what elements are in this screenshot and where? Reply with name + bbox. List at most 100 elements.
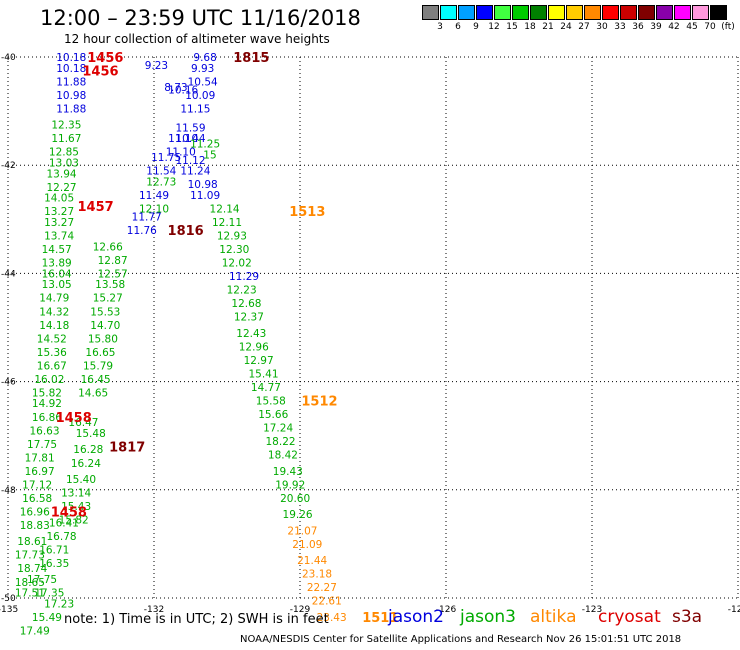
color-scale-swatch (440, 5, 457, 20)
wave-height-label: 16.63 (29, 425, 59, 437)
color-scale-label: 18 (524, 22, 536, 32)
wave-height-label: 19.43 (273, 466, 303, 478)
wave-height-label: 16.04 (42, 268, 72, 280)
time-label: 1815 (233, 51, 269, 66)
wave-height-label: 17.75 (27, 574, 57, 586)
wave-height-label: 17.12 (22, 479, 52, 491)
wave-height-label: 14.57 (42, 244, 72, 256)
color-scale-swatch (620, 5, 637, 20)
wave-height-label: 12.10 (139, 203, 169, 215)
wave-height-label: 17.81 (25, 452, 55, 464)
wave-height-label: 14.79 (39, 293, 69, 305)
wave-height-label: 12.14 (210, 203, 240, 215)
wave-height-label: 11.25 (190, 139, 220, 151)
wave-height-label: 12.66 (93, 241, 123, 253)
chart-subtitle: 12 hour collection of altimeter wave hei… (64, 32, 330, 46)
color-scale-swatch (656, 5, 673, 20)
wave-height-label: 16.28 (73, 444, 103, 456)
wave-height-label: 11.10 (168, 133, 198, 145)
wave-height-label: 21.09 (292, 539, 322, 551)
wave-height-label: 15.49 (32, 612, 62, 624)
wave-height-label: 18.65 (15, 577, 45, 589)
wave-height-label: 16.65 (85, 347, 115, 359)
mission-legend-s3a: s3a (672, 607, 703, 627)
wave-height-label: 16.02 (34, 374, 64, 386)
color-scale-label: 30 (596, 22, 608, 32)
x-tick-label: -126 (436, 605, 457, 615)
color-scale-label: 9 (473, 22, 479, 32)
wave-height-label: 12.43 (236, 328, 266, 340)
wave-height-label: 11.88 (56, 103, 86, 115)
mission-legend-altika: altika (530, 607, 577, 627)
wave-height-label: 12.02 (222, 258, 252, 270)
color-scale-swatch (674, 5, 691, 20)
color-scale-label: 27 (578, 22, 590, 32)
wave-height-label: 10.44 (175, 133, 205, 145)
wave-height-label: 12.30 (219, 244, 249, 256)
wave-height-label: 15.80 (88, 333, 118, 345)
wave-height-label: 12.68 (231, 298, 261, 310)
wave-height-label: 9.23 (145, 60, 168, 72)
wave-height-label: 11.29 (229, 271, 259, 283)
wave-height-label: 23.43 (317, 612, 347, 624)
wave-height-label: 11.88 (56, 76, 86, 88)
wave-height-label: 14.32 (39, 306, 69, 318)
wave-height-label: 14.05 (44, 193, 74, 205)
color-scale-label: 24 (560, 22, 572, 32)
wave-height-label: 10.54 (188, 76, 218, 88)
wave-height-label: 12.97 (244, 355, 274, 367)
wave-height-label: 16.47 (68, 417, 98, 429)
y-tick-label: -44 (1, 269, 16, 279)
wave-height-label: 12.27 (47, 182, 77, 194)
wave-height-label: 16.45 (81, 374, 111, 386)
footnote: note: 1) Time is in UTC; 2) SWH is in fe… (64, 612, 329, 627)
color-scale-label: 21 (542, 22, 554, 32)
wave-height-label: 10.09 (185, 90, 215, 102)
color-scale-swatch (458, 5, 475, 20)
wave-height-label: 16.96 (20, 506, 50, 518)
color-scale-label: 45 (686, 22, 698, 32)
wave-height-label: 11.24 (180, 166, 210, 178)
wave-height-label: 16.78 (47, 531, 77, 543)
wave-height-label: 12.23 (227, 285, 257, 297)
y-tick-label: -40 (1, 53, 16, 63)
wave-height-label: 12.35 (51, 120, 81, 132)
wave-height-label: 21.07 (287, 525, 317, 537)
time-label: 1817 (109, 441, 145, 456)
wave-height-label: 15.27 (93, 293, 123, 305)
y-tick-label: -46 (1, 378, 16, 388)
wave-height-label: 14.18 (39, 320, 69, 332)
wave-height-label: 11.67 (51, 133, 81, 145)
wave-height-label: 12.57 (98, 268, 128, 280)
wave-height-label: 14.65 (78, 387, 108, 399)
color-scale-swatch (602, 5, 619, 20)
time-label: 1816 (168, 224, 204, 239)
wave-height-label: 18.61 (17, 536, 47, 548)
wave-height-label: 15.43 (61, 501, 91, 513)
wave-height-label: 9.68 (193, 52, 216, 64)
color-scale-swatch (566, 5, 583, 20)
wave-height-label: 22.61 (312, 596, 342, 608)
wave-height-label: 23.18 (302, 569, 332, 581)
wave-height-label: 10.16 (168, 84, 198, 96)
x-tick-label: -123 (582, 605, 602, 615)
wave-height-label: 17.23 (44, 598, 74, 610)
color-scale-label: 42 (668, 22, 680, 32)
color-scale-swatch (584, 5, 601, 20)
wave-height-label: 16.35 (39, 558, 69, 570)
wave-height-label: 19.26 (283, 509, 313, 521)
color-scale-swatch (692, 5, 709, 20)
wave-height-label: 21.44 (297, 555, 327, 567)
wave-height-label: 19.92 (275, 479, 305, 491)
wave-height-label: 16.97 (25, 466, 55, 478)
mission-legend-jason3: jason3 (460, 607, 516, 627)
x-tick-label: -135 (0, 605, 18, 615)
wave-height-label: 10.18 (56, 63, 86, 75)
wave-height-label: 18.83 (20, 520, 50, 532)
color-scale-label: 6 (455, 22, 461, 32)
wave-height-label: 16.24 (71, 458, 101, 470)
wave-height-label: 14.92 (32, 398, 62, 410)
wave-height-label: 11.59 (175, 122, 205, 134)
wave-height-label: 15.82 (59, 515, 89, 527)
